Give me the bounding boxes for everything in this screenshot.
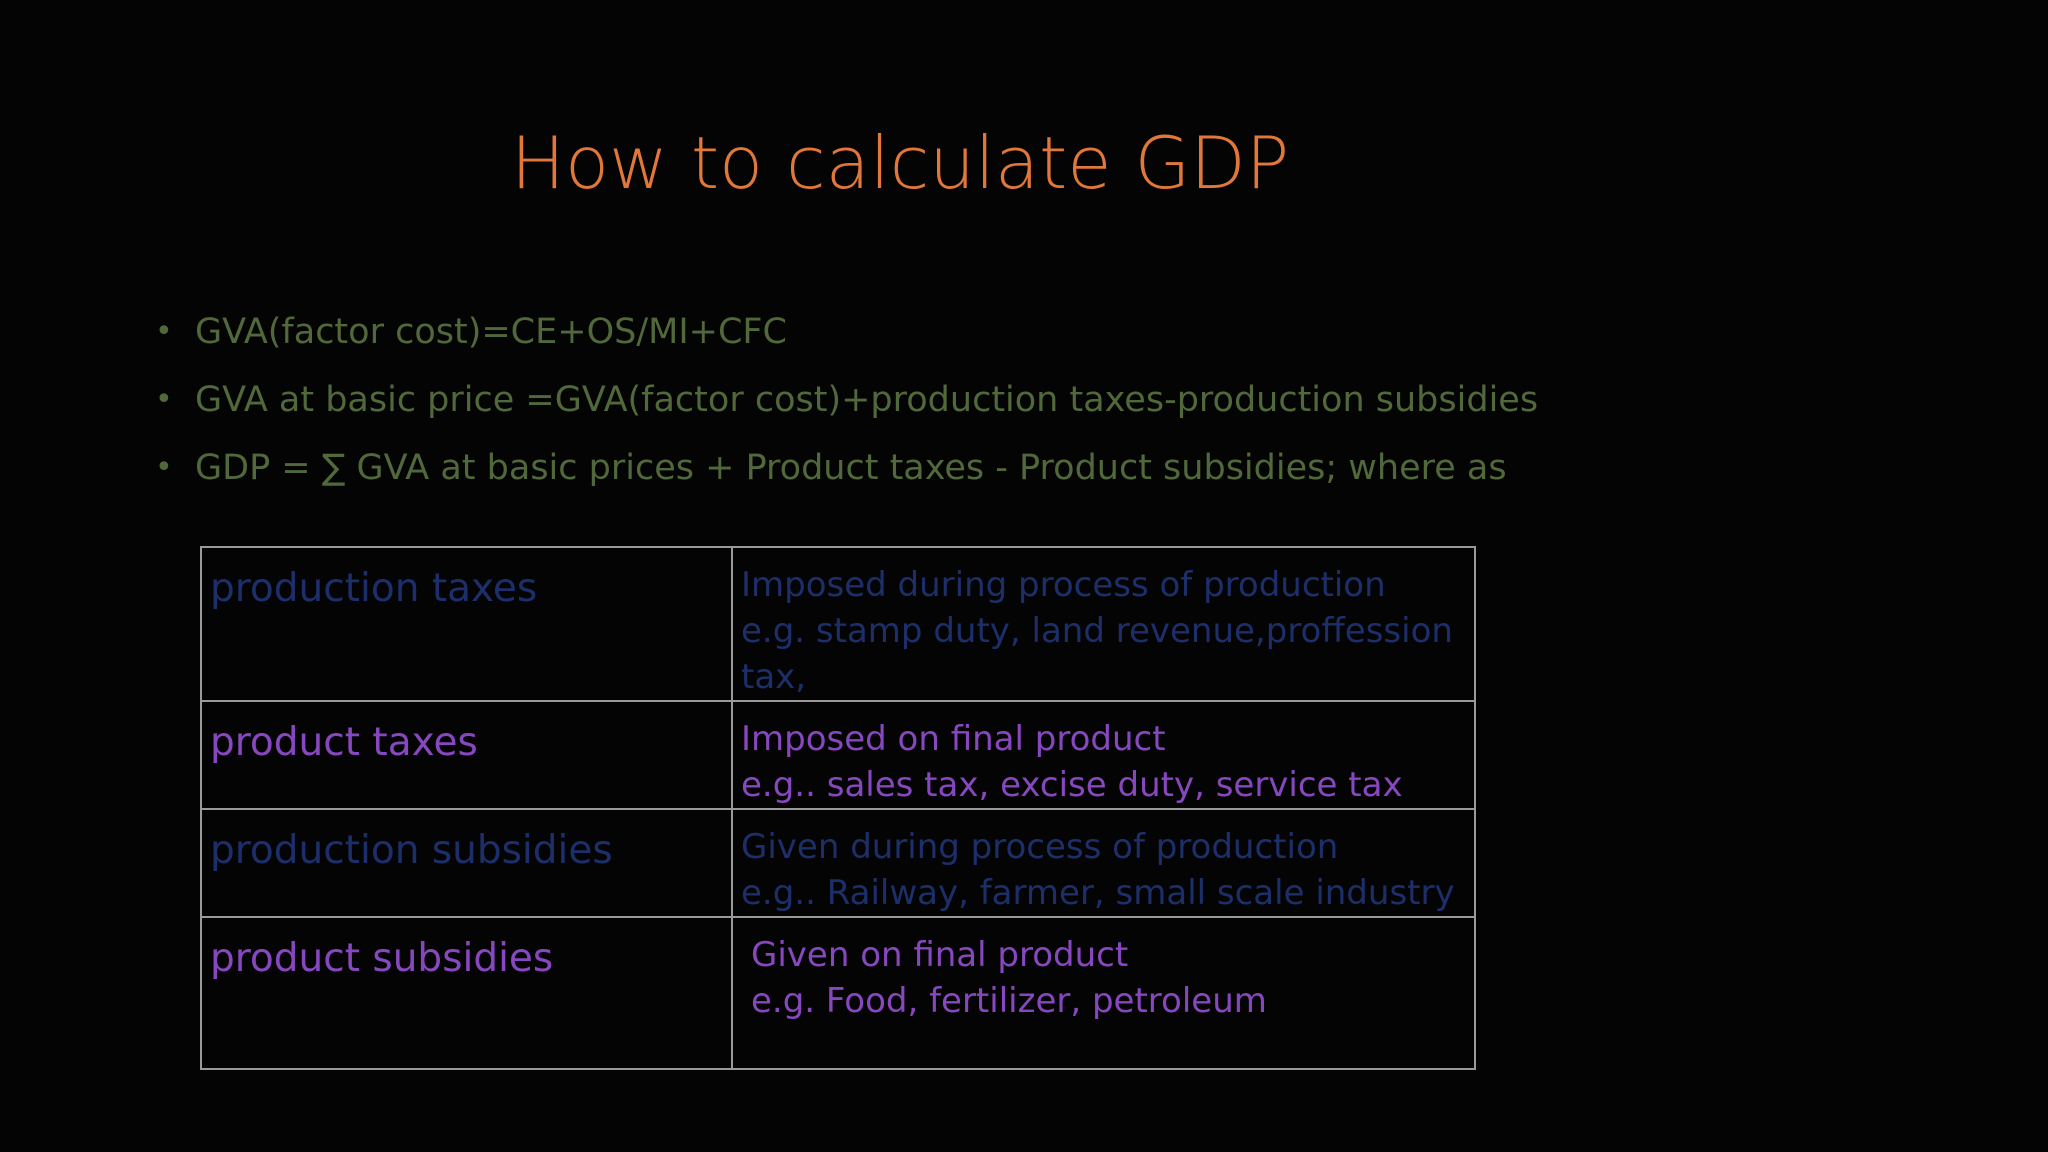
description-line: tax, bbox=[741, 657, 807, 697]
description-line: Given during process of production bbox=[741, 827, 1339, 867]
description-line: Imposed during process of production bbox=[741, 565, 1386, 605]
table-row: product subsidies Given on final product… bbox=[200, 916, 1476, 1070]
bullet-item: • GDP = ∑ GVA at basic prices + Product … bbox=[155, 446, 1538, 514]
bullet-item: • GVA(factor cost)=CE+OS/MI+CFC bbox=[155, 310, 1538, 378]
bullet-dot-icon: • bbox=[155, 314, 173, 349]
table-row: production taxes Imposed during process … bbox=[200, 546, 1476, 702]
table-row: production subsidies Given during proces… bbox=[200, 808, 1476, 918]
description-cell: Imposed on final product e.g.. sales tax… bbox=[731, 700, 1476, 810]
description-line: e.g. stamp duty, land revenue,proffessio… bbox=[741, 611, 1453, 651]
description-line: Imposed on final product bbox=[741, 719, 1166, 759]
description-cell: Imposed during process of production e.g… bbox=[731, 546, 1476, 702]
bullet-item: • GVA at basic price =GVA(factor cost)+p… bbox=[155, 378, 1538, 446]
table-row: product taxes Imposed on final product e… bbox=[200, 700, 1476, 810]
bullet-dot-icon: • bbox=[155, 450, 173, 485]
bullet-text: GDP = ∑ GVA at basic prices + Product ta… bbox=[195, 448, 1507, 488]
description-line: e.g.. Railway, farmer, small scale indus… bbox=[741, 873, 1455, 913]
slide-title: How to calculate GDP bbox=[510, 121, 1290, 205]
description-line: e.g. Food, fertilizer, petroleum bbox=[751, 981, 1267, 1021]
term-cell: product subsidies bbox=[200, 916, 733, 1070]
bullet-dot-icon: • bbox=[155, 382, 173, 417]
description-line: Given on final product bbox=[751, 935, 1129, 975]
term-cell: production taxes bbox=[200, 546, 733, 702]
bullet-text: GVA at basic price =GVA(factor cost)+pro… bbox=[195, 380, 1539, 420]
description-cell: Given on final product e.g. Food, fertil… bbox=[731, 916, 1476, 1070]
terms-table: production taxes Imposed during process … bbox=[200, 546, 1476, 1070]
bullet-text: GVA(factor cost)=CE+OS/MI+CFC bbox=[195, 312, 787, 352]
description-cell: Given during process of production e.g..… bbox=[731, 808, 1476, 918]
term-cell: production subsidies bbox=[200, 808, 733, 918]
bullet-list: • GVA(factor cost)=CE+OS/MI+CFC • GVA at… bbox=[155, 310, 1538, 514]
term-cell: product taxes bbox=[200, 700, 733, 810]
description-line: e.g.. sales tax, excise duty, service ta… bbox=[741, 765, 1403, 805]
